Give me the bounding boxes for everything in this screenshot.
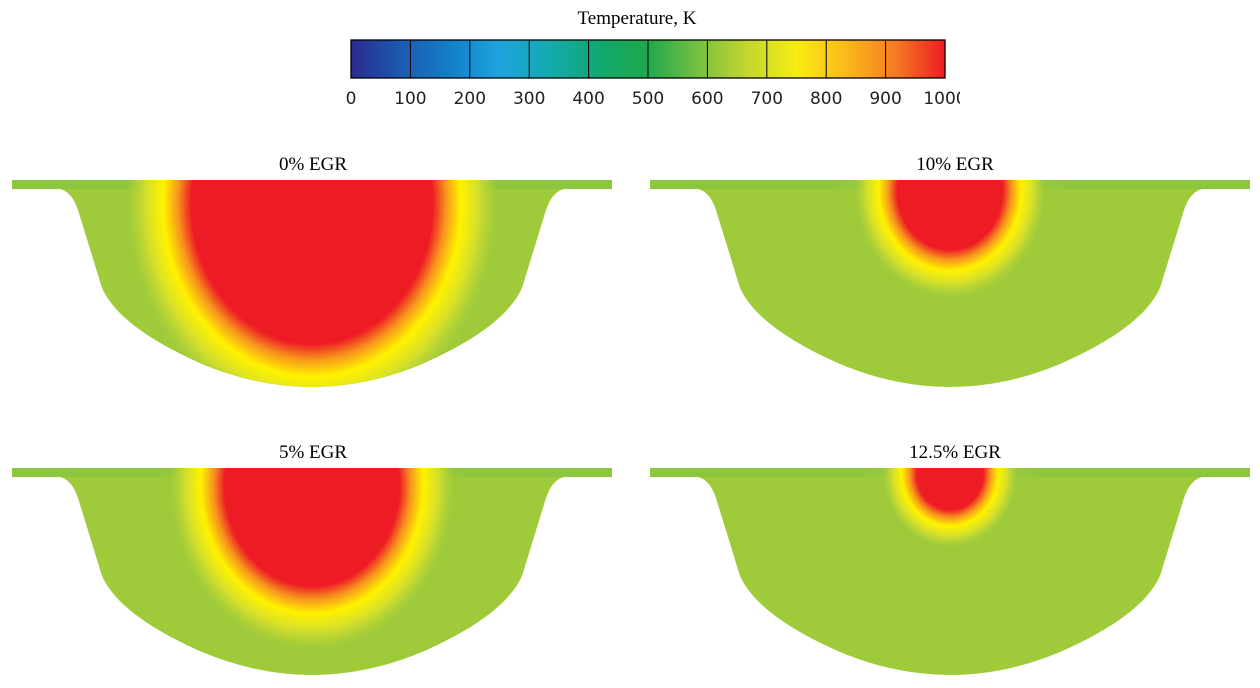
- colorbar-tick-label: 0: [346, 89, 357, 109]
- temperature-colorbar: Temperature, K 0 100 200 300 400 500 600 700 800…: [340, 0, 967, 110]
- hot-zone: [126, 180, 498, 387]
- bowl-plot-2: 5% EGR: [12, 442, 612, 675]
- panel-10-egr: 10% EGR: [650, 148, 1260, 398]
- colorbar-tick-label: 500: [632, 89, 664, 109]
- colorbar-tick-label: 900: [869, 89, 901, 109]
- bowl-plot-1: 10% EGR: [650, 154, 1250, 387]
- colorbar-divisions: [409, 40, 887, 78]
- panel-0-egr: 0% EGR: [12, 148, 622, 398]
- hot-zone: [826, 180, 1074, 326]
- panel-12-5-egr: 12.5% EGR: [650, 436, 1260, 686]
- temperature-field: [650, 180, 1250, 326]
- panel-5-egr: 5% EGR: [12, 436, 622, 686]
- temperature-field: [650, 468, 1250, 579]
- hot-zone: [153, 468, 471, 663]
- colorbar-title: Temperature, K: [578, 8, 697, 29]
- bowl-plot-3: 12.5% EGR: [650, 442, 1250, 675]
- temperature-field: [12, 468, 612, 663]
- panel-title: 0% EGR: [279, 154, 347, 175]
- colorbar-tick-label: 200: [454, 89, 486, 109]
- colorbar-tick-label: 100: [394, 89, 426, 109]
- bowl-plot-0: 0% EGR: [12, 154, 612, 387]
- panel-title: 5% EGR: [279, 442, 347, 463]
- colorbar-tick-label: 300: [513, 89, 545, 109]
- temperature-field: [12, 180, 612, 387]
- colorbar-svg: Temperature, K 0 100 200 300 400 500 600 700 800…: [346, 8, 967, 109]
- hot-zone: [850, 468, 1050, 579]
- panel-title: 12.5% EGR: [909, 442, 1001, 463]
- colorbar-tick-label: 700: [751, 89, 783, 109]
- colorbar-tick-label: 800: [810, 89, 842, 109]
- colorbar-tick-label: 600: [691, 89, 723, 109]
- colorbar-tick-label: 400: [572, 89, 604, 109]
- panel-title: 10% EGR: [916, 154, 994, 175]
